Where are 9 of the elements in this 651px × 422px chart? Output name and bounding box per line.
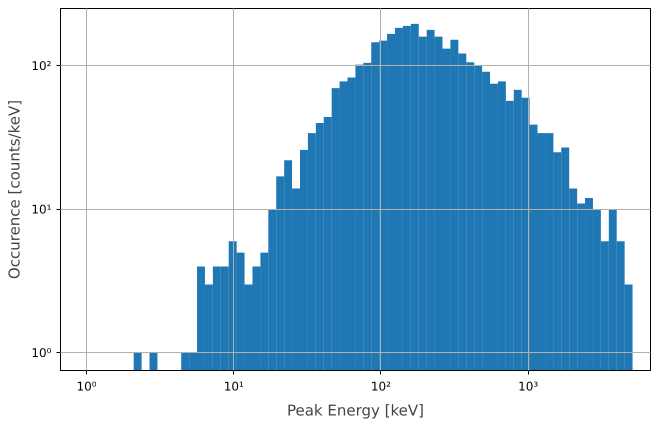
y-tick-label: 10¹ [31,202,52,216]
y-tick-label: 10² [31,58,52,73]
x-tick-label: 10⁰ [76,380,97,394]
x-tick-label: 10³ [518,380,538,394]
y-tick-label: 10⁰ [31,346,52,360]
y-axis-title: Occurence [counts/keV] [5,100,24,280]
x-tick-label: 10¹ [224,380,244,394]
x-tick-label: 10² [370,380,392,394]
x-axis-title: Peak Energy [keV] [286,402,424,420]
